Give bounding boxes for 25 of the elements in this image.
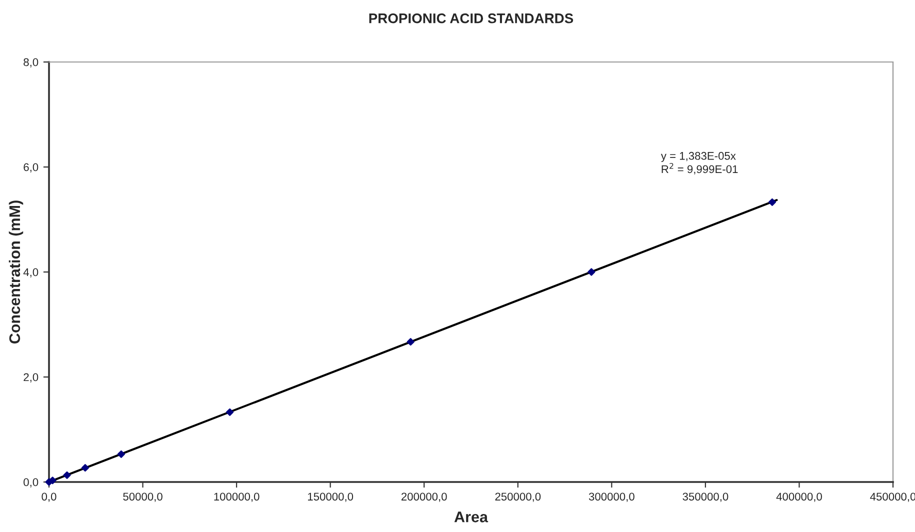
y-tick-label: 4,0: [23, 268, 38, 278]
point: [63, 471, 71, 479]
y-tick-label: 6,0: [24, 163, 38, 172]
x-tick-label: 100000,0: [214, 492, 260, 502]
chart-title: PROPIONIC ACID STANDARDS: [369, 13, 574, 24]
point: [81, 464, 89, 472]
point: [588, 268, 596, 276]
x-tick-label: 150000,0: [308, 492, 354, 502]
point: [117, 450, 126, 458]
y-axis-title: Concentration (mM): [8, 200, 24, 344]
x-tick-label: 50000,0: [123, 492, 162, 502]
point: [226, 408, 234, 416]
point: [406, 338, 414, 346]
annotation: y = 1,383E-05x R$^{2}$ = 9,999E-01: [660, 152, 738, 174]
x-axis-title: Area: [454, 512, 488, 522]
x-tick-label: 300000,0: [588, 492, 634, 502]
x-tick-label: 350000,0: [682, 492, 728, 502]
y-tick-label: 2,0: [24, 373, 38, 382]
point: [768, 198, 776, 206]
x-tick-label: 0,0: [42, 492, 56, 502]
x-tick-label: 400000,0: [776, 492, 822, 502]
x-tick-label: 250000,0: [495, 492, 541, 502]
x-tick-label: 200000,0: [402, 492, 447, 502]
y-tick-label: 0,0: [24, 478, 38, 488]
y-tick-label: 8,0: [24, 58, 38, 68]
